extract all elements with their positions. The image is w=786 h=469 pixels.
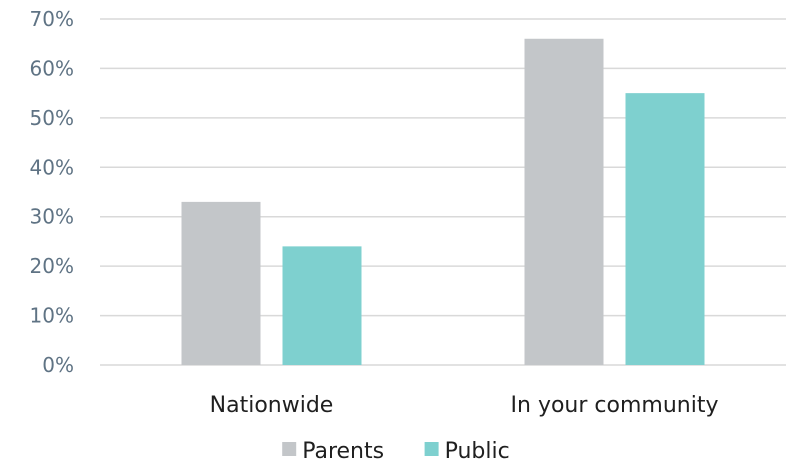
x-axis-category-labels: Nationwide In your community	[210, 393, 719, 418]
y-tick-label: 20%	[30, 254, 74, 278]
y-tick-label: 60%	[30, 56, 74, 80]
y-tick-label: 0%	[42, 353, 74, 377]
y-tick-label: 40%	[30, 155, 74, 179]
x-category-label: In your community	[511, 393, 719, 418]
y-tick-label: 50%	[30, 106, 74, 130]
y-tick-label: 30%	[30, 205, 74, 229]
y-tick-label: 10%	[30, 304, 74, 328]
y-tick-label: 70%	[30, 7, 74, 31]
bar-parents-nationwide	[181, 201, 261, 365]
bar-public-nationwide	[282, 246, 362, 365]
x-category-label: Nationwide	[210, 393, 334, 418]
legend: Parents Public	[282, 439, 510, 464]
y-axis-tick-labels: 0% 10% 20% 30% 40% 50% 60% 70%	[30, 7, 74, 377]
legend-swatch	[424, 442, 439, 456]
legend-swatch	[282, 442, 297, 456]
bars	[181, 38, 705, 366]
bar-parents-in-your-community	[524, 38, 604, 366]
legend-item-parents: Parents	[282, 439, 384, 464]
legend-label: Public	[445, 439, 510, 464]
legend-item-public: Public	[424, 439, 510, 464]
legend-label: Parents	[302, 439, 384, 464]
bar-public-in-your-community	[625, 93, 705, 366]
